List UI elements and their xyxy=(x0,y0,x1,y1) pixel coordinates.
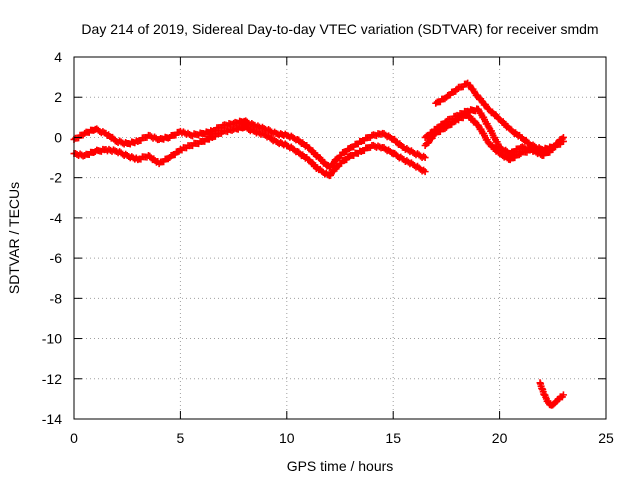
y-tick-label: 2 xyxy=(54,89,62,105)
data-point xyxy=(420,152,428,160)
plot-frame xyxy=(73,56,607,420)
x-tick-label: 25 xyxy=(598,430,614,446)
x-tick-label: 20 xyxy=(492,430,508,446)
data-point xyxy=(549,146,557,154)
y-tick-label: -10 xyxy=(42,331,62,347)
x-tick-label: 5 xyxy=(177,430,185,446)
y-tick-label: 4 xyxy=(54,49,62,65)
y-tick-label: -2 xyxy=(50,170,63,186)
series-track-B xyxy=(70,123,429,180)
y-tick-label: -14 xyxy=(42,411,62,427)
x-tick-label: 0 xyxy=(70,430,78,446)
series-track-E xyxy=(421,111,557,164)
x-tick-label: 15 xyxy=(385,430,401,446)
data-point xyxy=(421,168,429,176)
series-track-A xyxy=(70,117,429,172)
grid xyxy=(74,57,606,419)
y-tick-label: 0 xyxy=(54,129,62,145)
series-outlier-track xyxy=(536,379,567,409)
y-axis-label: SDTVAR / TECUs xyxy=(6,182,22,294)
data-point xyxy=(559,137,567,145)
y-tick-label: -6 xyxy=(50,250,63,266)
data-points xyxy=(70,79,567,409)
y-tick-label: -8 xyxy=(50,290,63,306)
data-point xyxy=(421,154,429,162)
y-tick-label: -12 xyxy=(42,371,62,387)
x-tick-label: 10 xyxy=(279,430,295,446)
y-tick-label: -4 xyxy=(50,210,63,226)
chart-title: Day 214 of 2019, Sidereal Day-to-day VTE… xyxy=(81,21,598,37)
data-point xyxy=(559,391,567,399)
x-axis-label: GPS time / hours xyxy=(287,458,394,474)
